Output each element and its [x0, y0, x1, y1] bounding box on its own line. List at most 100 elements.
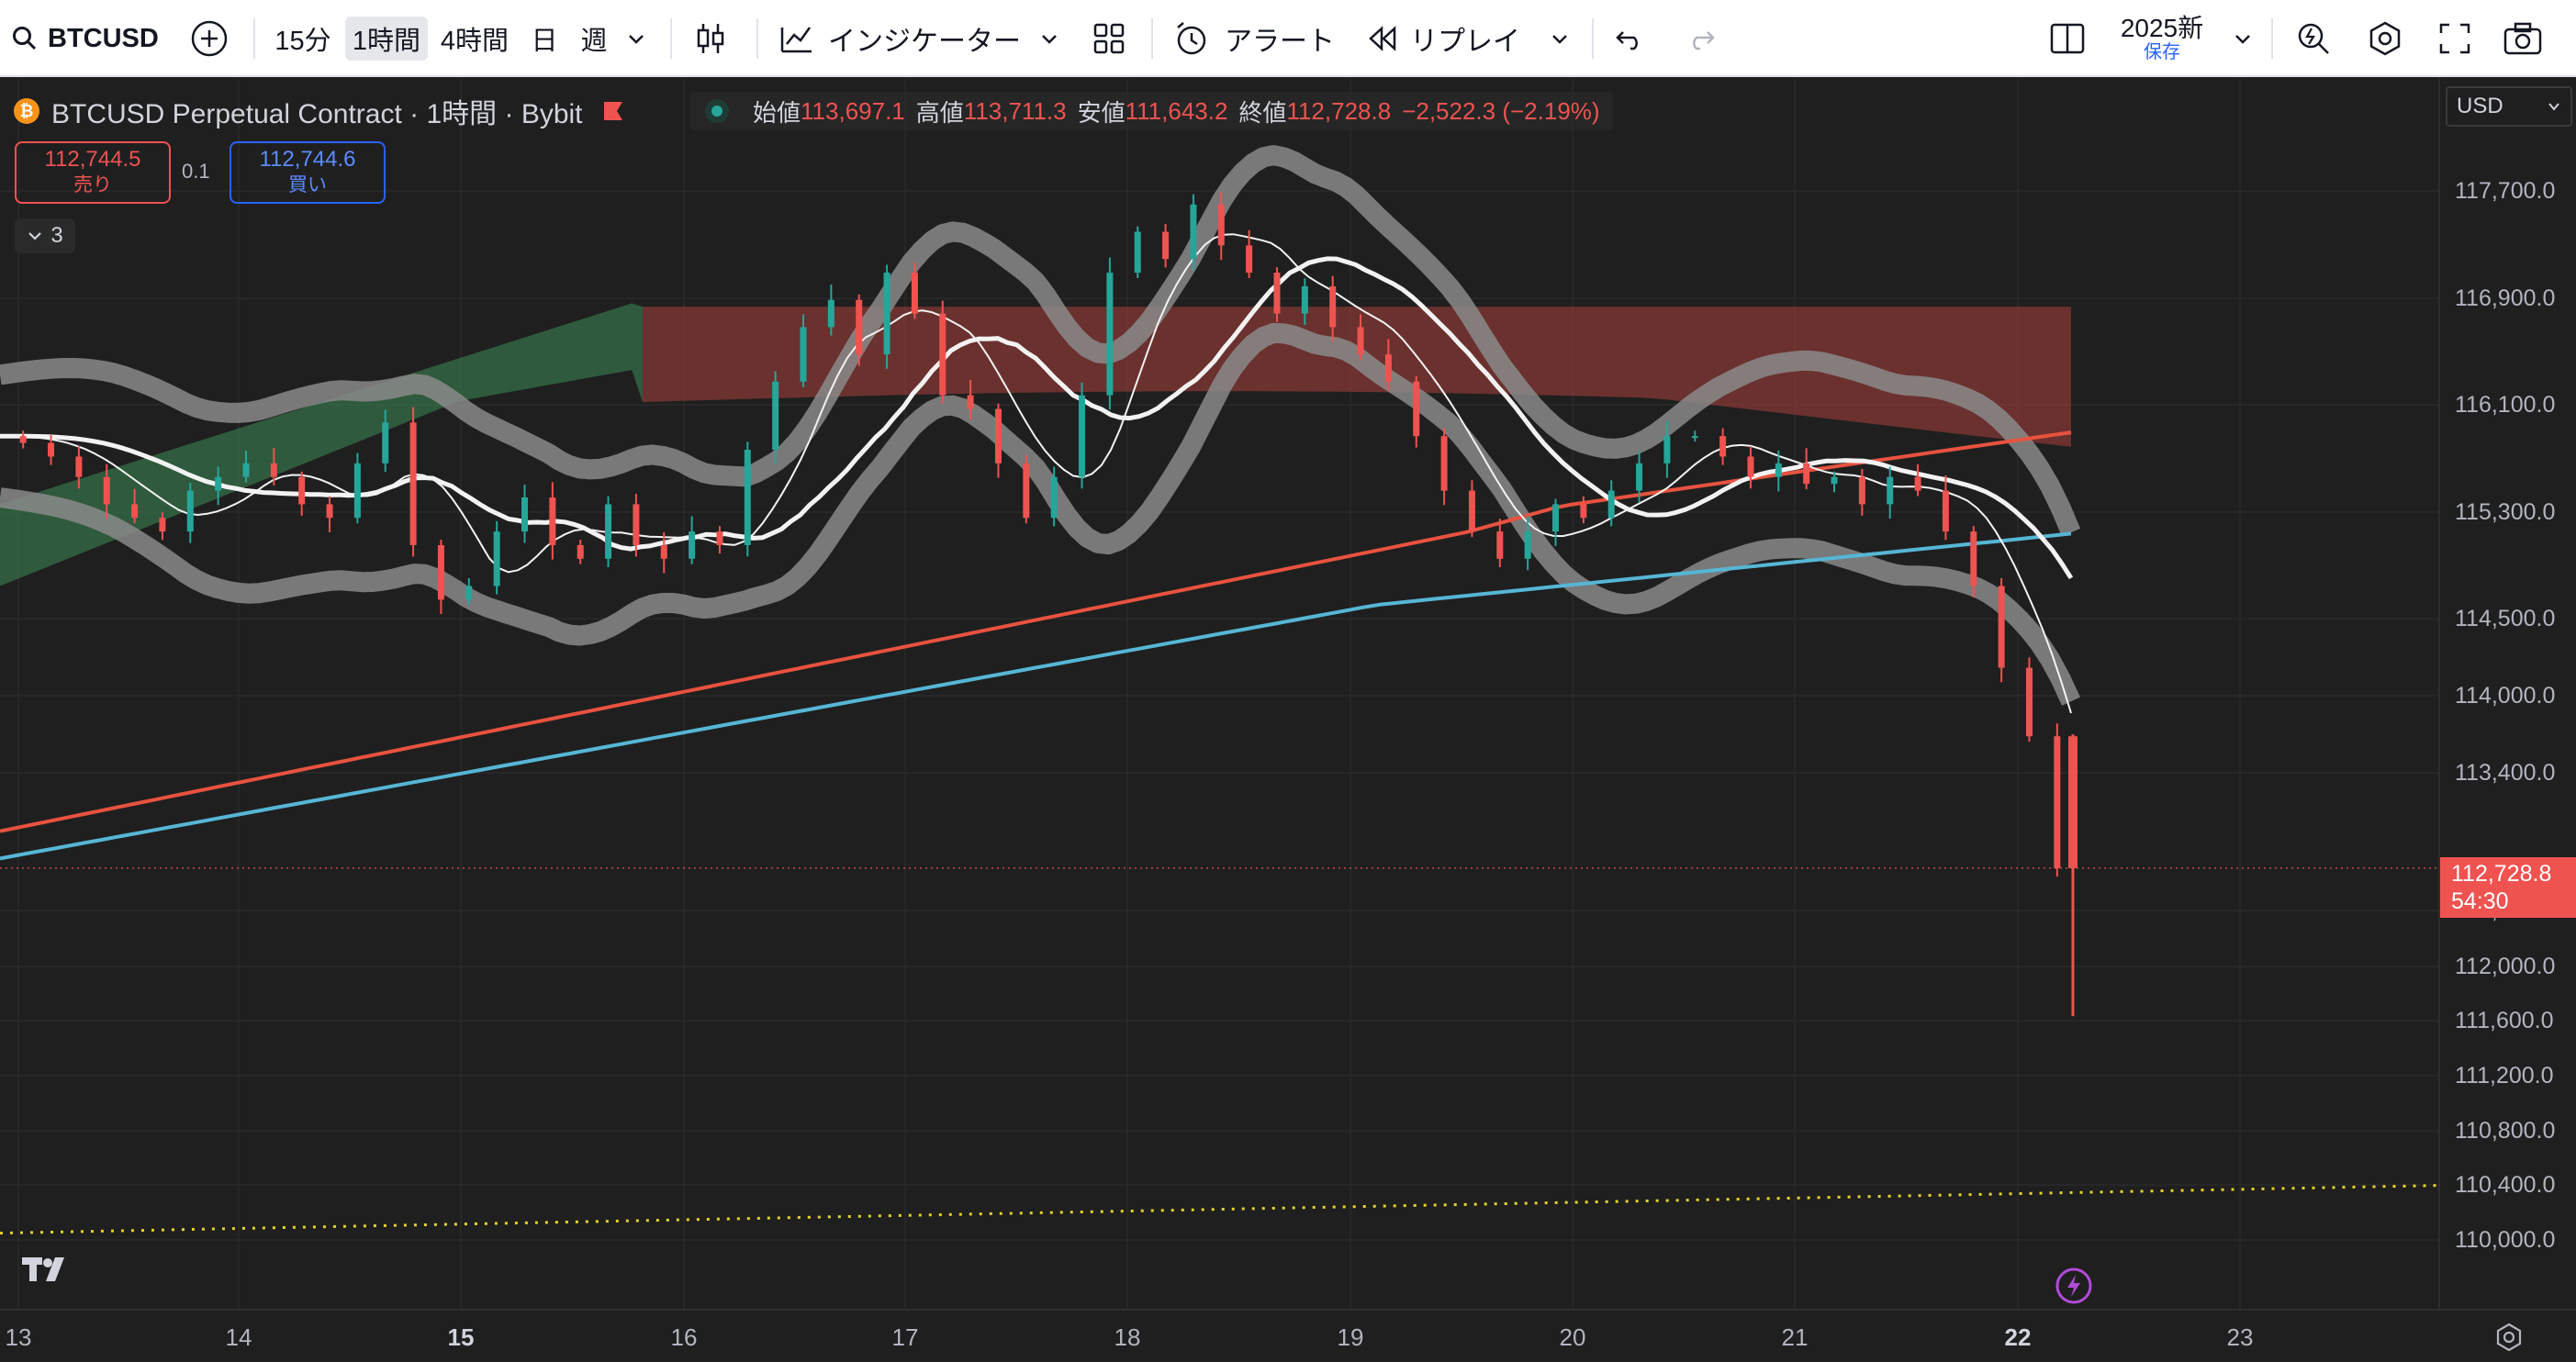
- alarm-clock-icon: [1173, 20, 1210, 57]
- chevron-down-icon: [27, 228, 43, 244]
- timeframe-1h[interactable]: 1時間: [345, 17, 428, 61]
- candle-body: [1301, 285, 1308, 314]
- chart-legend: ₿ BTCUSD Perpetual Contract · 1時間 · Bybi…: [13, 88, 625, 134]
- ema-red-line: [0, 430, 2072, 833]
- chevron-down-icon: [1548, 27, 1572, 50]
- alert-button[interactable]: アラート: [1173, 0, 1335, 77]
- last-price-value: 112,728.8: [2451, 861, 2552, 887]
- candle-body: [1050, 476, 1058, 519]
- candle-body: [1246, 245, 1253, 274]
- time-tick-label: 13: [5, 1323, 32, 1351]
- price-tick-label: 116,900.0: [2455, 285, 2556, 311]
- svg-text:₿: ₿: [20, 102, 34, 121]
- indicators-dropdown[interactable]: [1037, 0, 1061, 77]
- candle-body: [1440, 436, 1448, 491]
- timeframe-day[interactable]: 日: [531, 27, 558, 56]
- candle-body: [1552, 504, 1559, 532]
- currency-select[interactable]: USD: [2446, 86, 2572, 127]
- layout-dropdown[interactable]: [2231, 0, 2255, 77]
- chart-area[interactable]: [0, 79, 2439, 1309]
- candle-body: [353, 463, 361, 519]
- candle-body: [1496, 531, 1504, 559]
- candle-body: [409, 422, 417, 545]
- candle-body: [159, 518, 166, 532]
- price-chart[interactable]: [0, 79, 2439, 1309]
- chevron-down-icon: [2231, 27, 2255, 50]
- candle-body: [1998, 586, 2005, 668]
- candle-body: [521, 497, 528, 532]
- time-tick-label: 15: [447, 1323, 475, 1351]
- candle-body: [19, 436, 27, 443]
- timeframe-4h[interactable]: 4時間: [440, 27, 510, 56]
- rewind-icon: [1366, 25, 1399, 52]
- flag-icon[interactable]: [601, 99, 625, 123]
- time-tick-label: 17: [891, 1323, 919, 1351]
- quick-search-button[interactable]: [2295, 0, 2332, 77]
- candle-body: [1663, 436, 1671, 463]
- tradingview-logo[interactable]: [20, 1254, 77, 1289]
- candle-body: [1273, 273, 1281, 314]
- candle-body: [883, 273, 890, 355]
- timeframe-week[interactable]: 週: [580, 27, 608, 56]
- indicators-collapse-button[interactable]: 3: [15, 218, 75, 253]
- snapshot-button[interactable]: [2503, 0, 2543, 77]
- replay-dropdown[interactable]: [1548, 0, 1572, 77]
- time-tick-label: 23: [2226, 1323, 2254, 1351]
- price-tick-label: 112,000.0: [2455, 954, 2556, 979]
- buy-button[interactable]: 112,744.6 買い: [230, 141, 386, 204]
- time-axis[interactable]: 13 14 15 16 17 18 19 20 21 22 23: [0, 1309, 2576, 1362]
- symbol-search[interactable]: BTCUSD: [11, 0, 159, 77]
- chart-type-button[interactable]: [694, 0, 727, 77]
- candle-body: [1190, 204, 1197, 260]
- candle-body: [270, 463, 277, 477]
- candle-body: [75, 456, 83, 477]
- candle-body: [1942, 490, 1949, 532]
- fullscreen-icon: [2438, 22, 2471, 55]
- candle-body: [716, 531, 723, 545]
- candle-body: [493, 531, 500, 586]
- open-value: 113,697.1: [801, 96, 905, 125]
- settings-button[interactable]: [2367, 0, 2403, 77]
- candle-body: [1803, 463, 1810, 485]
- fullscreen-button[interactable]: [2438, 0, 2471, 77]
- time-tick-label: 19: [1337, 1323, 1364, 1351]
- candle-body: [1357, 327, 1364, 355]
- layout-save-button[interactable]: 2025新 保存: [2111, 0, 2212, 77]
- lightning-event-icon[interactable]: [2055, 1267, 2093, 1310]
- axis-settings-button[interactable]: [2493, 1322, 2525, 1353]
- replay-button[interactable]: リプレイ: [1366, 0, 1520, 77]
- replay-label: リプレイ: [1410, 27, 1520, 57]
- undo-button[interactable]: [1614, 0, 1645, 77]
- sell-button[interactable]: 112,744.5 売り: [15, 141, 171, 204]
- candle-body: [1831, 476, 1838, 485]
- search-icon: [11, 25, 39, 52]
- price-axis[interactable]: USD 117,700.0 116,900.0 116,100.0 115,300.0…: [2438, 79, 2576, 1309]
- price-tick-label: 114,000.0: [2455, 683, 2556, 709]
- high-label: 高値: [915, 98, 964, 127]
- candle-body: [2025, 667, 2033, 737]
- candle-body: [1691, 436, 1698, 439]
- layouts-button[interactable]: [1092, 0, 1126, 77]
- bar-countdown: 54:30: [2451, 888, 2509, 914]
- redo-button[interactable]: [1686, 0, 1717, 77]
- split-layout-button[interactable]: [2049, 0, 2086, 77]
- save-label: 保存: [2144, 42, 2180, 62]
- spread-value: 0.1: [182, 160, 210, 183]
- chevron-down-icon: [624, 27, 648, 50]
- candle-body: [605, 504, 612, 559]
- indicators-button[interactable]: インジケーター: [778, 0, 1021, 77]
- candle-body: [772, 381, 779, 451]
- candle-body: [48, 442, 55, 457]
- candle-body: [911, 273, 918, 314]
- candle-body: [298, 476, 306, 505]
- high-value: 113,711.3: [963, 96, 1067, 125]
- candle-body: [1914, 476, 1921, 491]
- split-panel-icon: [2049, 22, 2086, 55]
- timeframe-15m[interactable]: 15分: [274, 27, 331, 56]
- compare-symbol-button[interactable]: [189, 0, 230, 77]
- sell-label: 売り: [73, 174, 112, 195]
- candle-body: [1329, 285, 1337, 328]
- candle-body: [689, 531, 696, 559]
- candle-body: [103, 476, 110, 505]
- timeframe-dropdown[interactable]: [624, 0, 648, 77]
